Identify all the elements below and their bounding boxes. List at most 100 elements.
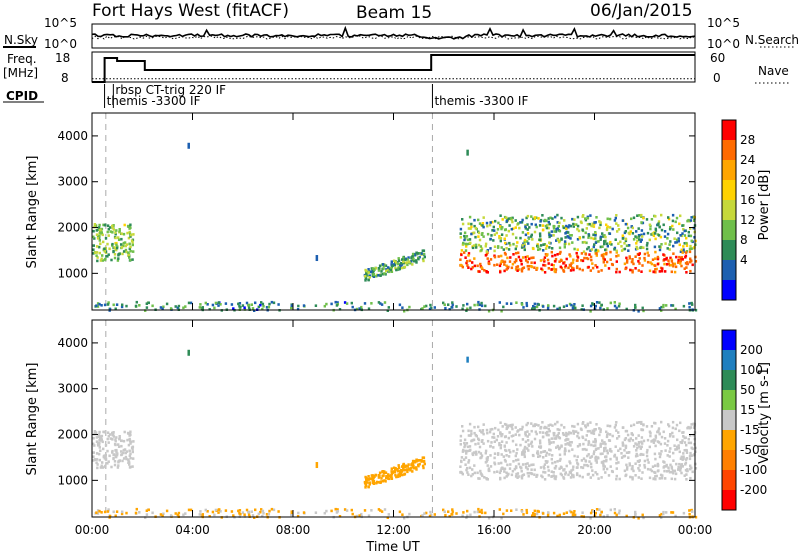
scatter-cell bbox=[469, 306, 472, 310]
scatter-cell bbox=[615, 467, 618, 470]
scatter-cell bbox=[631, 258, 634, 261]
scatter-cell bbox=[385, 267, 388, 271]
scatter-cell bbox=[562, 226, 565, 230]
scatter-cell bbox=[469, 227, 472, 230]
scatter-cell bbox=[199, 510, 202, 513]
scatter-cell bbox=[687, 230, 690, 234]
scatter-cell bbox=[634, 474, 637, 477]
scatter-cell bbox=[678, 462, 681, 466]
scatter-cell bbox=[98, 446, 101, 449]
scatter-cell bbox=[420, 459, 423, 462]
scatter-cell bbox=[624, 267, 627, 271]
scatter-cell bbox=[576, 238, 580, 241]
scatter-cell bbox=[547, 427, 550, 431]
scatter-cell bbox=[559, 457, 562, 461]
scatter-cell bbox=[127, 460, 131, 464]
scatter-cell bbox=[688, 457, 692, 461]
scatter-cell bbox=[637, 310, 640, 313]
scatter-cell bbox=[589, 214, 592, 217]
scatter-cell bbox=[415, 468, 418, 471]
scatter-cell bbox=[667, 216, 670, 219]
scatter-cell bbox=[592, 440, 595, 444]
scatter-cell bbox=[638, 421, 641, 424]
scatter-cell bbox=[530, 463, 533, 467]
colorbar-swatch bbox=[722, 350, 736, 371]
scatter-cell bbox=[569, 444, 572, 447]
scatter-cell bbox=[571, 468, 575, 471]
scatter-cell bbox=[554, 464, 558, 468]
scatter-cell bbox=[543, 260, 546, 263]
scatter-cell bbox=[466, 307, 469, 311]
scatter-cell bbox=[113, 256, 117, 260]
scatter-cell bbox=[613, 426, 617, 429]
scatter-cell bbox=[360, 305, 363, 309]
scatter-cell bbox=[343, 301, 347, 304]
scatter-cell bbox=[582, 442, 585, 446]
scatter-cell bbox=[387, 306, 390, 309]
scatter-cell bbox=[364, 475, 367, 479]
scatter-cell bbox=[272, 508, 276, 512]
scatter-cell bbox=[573, 454, 576, 458]
scatter-cell bbox=[120, 243, 123, 246]
scatter-cell bbox=[510, 473, 514, 477]
scatter-cell bbox=[545, 244, 549, 248]
scatter-cell bbox=[525, 423, 528, 427]
scatter-cell bbox=[594, 444, 597, 447]
scatter-cell bbox=[674, 427, 677, 431]
scatter-cell bbox=[422, 249, 426, 252]
scatter-cell bbox=[619, 240, 622, 244]
scatter-cell bbox=[603, 234, 606, 237]
scatter-cell bbox=[131, 447, 134, 451]
scatter-cell bbox=[639, 240, 642, 243]
scatter-cell bbox=[542, 305, 545, 308]
scatter-cell bbox=[631, 232, 635, 235]
scatter-cell bbox=[614, 238, 617, 241]
scatter-cell bbox=[131, 450, 134, 454]
scatter-cell bbox=[613, 508, 616, 511]
scatter-cell bbox=[405, 468, 408, 471]
scatter-cell bbox=[563, 452, 566, 456]
scatter-cell bbox=[568, 253, 571, 256]
scatter-cell bbox=[616, 437, 619, 440]
scatter-cell bbox=[668, 470, 672, 474]
scatter-cell bbox=[581, 228, 584, 232]
scatter-cell bbox=[636, 247, 639, 250]
scatter-cell bbox=[598, 427, 601, 430]
scatter-cell bbox=[498, 471, 502, 475]
scatter-cell bbox=[503, 269, 506, 273]
scatter-cell bbox=[599, 235, 603, 239]
colorbar-swatch bbox=[722, 490, 736, 511]
scatter-cell bbox=[690, 259, 693, 263]
scatter-cell bbox=[468, 445, 472, 448]
scatter-cell bbox=[603, 242, 606, 246]
scatter-cell bbox=[655, 267, 658, 271]
scatter-cell bbox=[640, 422, 643, 425]
scatter-cell bbox=[689, 269, 692, 273]
scatter-cell bbox=[595, 459, 598, 462]
scatter-cell bbox=[478, 510, 481, 514]
scatter-cell bbox=[122, 451, 125, 455]
scatter-cell bbox=[608, 424, 612, 428]
scatter-cell bbox=[251, 307, 255, 310]
scatter-cell bbox=[516, 241, 519, 244]
scatter-cell bbox=[455, 512, 458, 515]
scatter-cell bbox=[355, 514, 359, 518]
scatter-cell bbox=[126, 231, 129, 235]
scatter-cell bbox=[690, 446, 693, 450]
scatter-cell bbox=[645, 451, 649, 454]
scatter-cell bbox=[476, 264, 479, 268]
scatter-cell bbox=[539, 259, 543, 262]
scatter-cell bbox=[640, 270, 643, 273]
scatter-cell bbox=[650, 218, 654, 221]
scatter-cell bbox=[660, 228, 664, 232]
scatter-cell bbox=[617, 435, 621, 438]
scatter-cell bbox=[125, 511, 128, 515]
scatter-cell bbox=[104, 444, 108, 447]
scatter-cell bbox=[575, 430, 578, 433]
scatter-cell bbox=[616, 230, 619, 233]
scatter-cell bbox=[433, 306, 436, 309]
scatter-cell bbox=[367, 514, 371, 517]
scatter-cell bbox=[667, 262, 670, 265]
scatter-cell bbox=[609, 457, 612, 461]
scatter-cell bbox=[634, 267, 637, 270]
